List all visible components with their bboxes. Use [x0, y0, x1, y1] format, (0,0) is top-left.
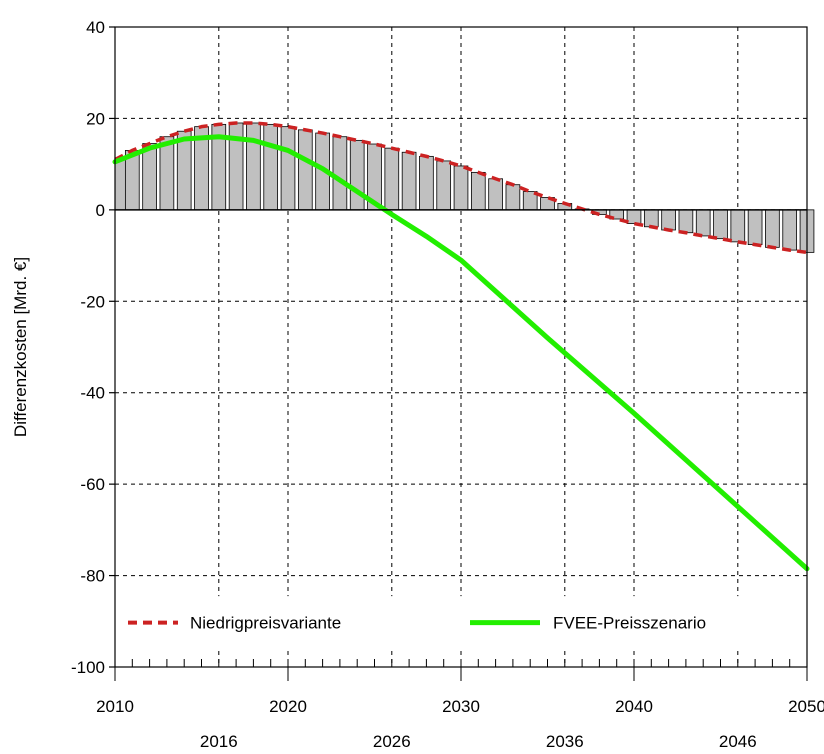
y-tick-label: -80 [80, 567, 105, 586]
x-tick-label: 2050 [788, 697, 824, 716]
legend-box [116, 596, 806, 649]
bar [332, 136, 348, 211]
x-tick-label: 2036 [546, 732, 584, 751]
bar [401, 151, 417, 211]
series-line-1 [112, 134, 810, 572]
bar [419, 155, 434, 211]
bar [765, 209, 780, 248]
bar [695, 209, 711, 237]
x-tick-label: 2016 [200, 732, 238, 751]
x-tick-label: 2040 [615, 697, 653, 716]
bar [505, 184, 521, 211]
y-axis: 40 20 0 -20 -40 -60 -80 -100 [71, 18, 115, 677]
x-tick-label: 2020 [269, 697, 307, 716]
x-axis: 2010 2020 2030 2040 2050 2016 2026 2036 2046 [96, 659, 824, 751]
bar [713, 209, 728, 240]
series-line-0 [114, 121, 808, 255]
y-tick-label: -40 [80, 384, 105, 403]
bar [280, 126, 296, 211]
bar [626, 209, 642, 224]
bar [246, 122, 261, 211]
bar [661, 209, 676, 231]
bar [470, 171, 486, 211]
legend: Niedrigpreisvariante FVEE-Preisszenario [116, 596, 806, 649]
bar [297, 129, 313, 211]
y-tick-label: -100 [71, 658, 105, 677]
y-tick-label: 20 [86, 109, 105, 128]
bar [349, 139, 365, 211]
bar [384, 147, 400, 211]
series-lines [112, 121, 810, 572]
bars [114, 122, 815, 253]
legend-label-fvee-preisszenario: FVEE-Preisszenario [553, 614, 706, 633]
bar [436, 160, 452, 211]
legend-label-niedrigpreisvariante: Niedrigpreisvariante [190, 614, 341, 633]
x-tick-label: 2010 [96, 697, 134, 716]
bar [453, 165, 469, 211]
y-tick-label: 0 [96, 201, 105, 220]
x-tick-label: 2030 [442, 697, 480, 716]
x-tick-label: 2026 [373, 732, 411, 751]
bar [747, 209, 763, 246]
bar [730, 209, 746, 243]
y-tick-label: 40 [86, 18, 105, 37]
bar [678, 209, 694, 234]
bar [159, 136, 175, 211]
bar [488, 178, 503, 211]
bar [142, 143, 157, 211]
bar [782, 209, 798, 251]
y-tick-label: -20 [80, 292, 105, 311]
y-axis-label: Differenzkosten [Mrd. €] [11, 257, 30, 437]
bar [176, 130, 192, 211]
bar [263, 123, 279, 211]
bar [643, 209, 659, 228]
y-tick-label: -60 [80, 475, 105, 494]
x-tick-label: 2046 [719, 732, 757, 751]
